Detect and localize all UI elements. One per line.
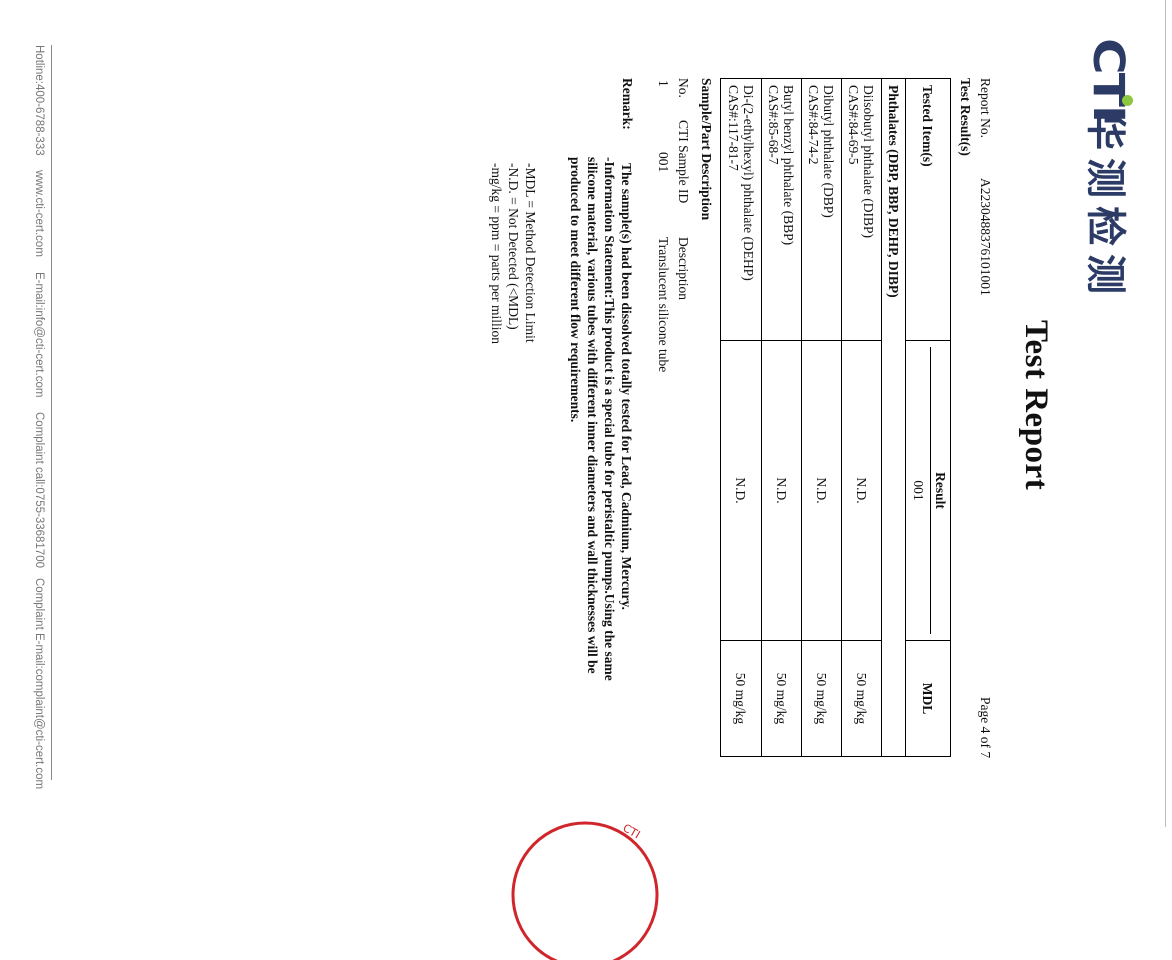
logo-dot [1122,95,1133,106]
header-result-label: Result [930,347,950,634]
group-label: Phthalates (DBP, BBP, DEHP, DIBP) [881,78,906,757]
mdl-cell: 50 mg/kg [801,640,842,757]
item-name: Butyl benzyl phthalate (BBP) [781,85,797,246]
report-no-label: Report No. [978,78,993,138]
mdl-cell: 50 mg/kg [761,640,802,757]
result-cell: N.D. [720,340,762,641]
mdl-cell: 50 mg/kg [720,640,762,757]
definition-nd: -N.D. = Not Detected (<MDL) [506,163,521,330]
table-header-row: Tested Item(s) Result 001 MDL [905,78,951,757]
page-edge [1165,0,1166,827]
company-seal-stamp: CTI [511,821,659,960]
remark-line-1: The sample(s) had been dissolved totally… [619,163,634,610]
sample-id: 001 [656,152,671,173]
sample-desc: Translucent silicone tube [656,237,671,373]
sample-no: 1 [656,80,671,87]
table-row: Diisobutyl phthalate (DIBP) CAS#:84-69-5 … [841,78,882,757]
logo-chinese: 华测检测 [1082,110,1128,302]
item-name: Dibutyl phthalate (DBP) [821,85,837,218]
header-tested-items: Tested Item(s) [905,78,951,341]
tested-item: Dibutyl phthalate (DBP) CAS#:84-74-2 [801,78,842,341]
table-row: Dibutyl phthalate (DBP) CAS#:84-74-2 N.D.… [801,78,842,757]
header-result: Result 001 [905,340,951,641]
header-mdl: MDL [905,640,951,757]
result-cell: N.D. [841,340,882,641]
group-row: Phthalates (DBP, BBP, DEHP, DIBP) [881,78,906,757]
tested-item: Diisobutyl phthalate (DIBP) CAS#:84-69-5 [841,78,882,341]
footer-email: E-mail:info@cti-cert.com [33,272,45,398]
sample-header-id: CTI Sample ID [676,120,691,204]
item-cas: CAS#:84-69-5 [846,85,862,165]
page-indicator: Page 4 of 7 [978,697,993,759]
footer-complaint-email: Complaint E-mail:complaint@cti-cert.com [33,578,45,790]
footer-hotline: Hotline:400-6788-333 [33,45,45,156]
tested-item: Butyl benzyl phthalate (BBP) CAS#:85-68-7 [761,78,802,341]
logo-latin: CTI [1083,38,1134,122]
sample-heading: Sample/Part Description [699,78,714,221]
item-name: Diisobutyl phthalate (DIBP) [861,85,877,238]
definition-mdl: -MDL = Method Detection Limit [523,163,538,343]
table-row: Di-(2-ethylhexyl) phthalate (DEHP) CAS#:1… [720,78,762,757]
results-table: Tested Item(s) Result 001 MDL Phthalates… [720,78,951,757]
table-row: Butyl benzyl phthalate (BBP) CAS#:85-68-7… [761,78,802,757]
report-no: A2230488376101001 [978,178,993,296]
result-cell: N.D. [801,340,842,641]
item-name: Di-(2-ethylhexyl) phthalate (DEHP) [741,85,756,281]
footer-divider [51,45,52,780]
report-page: CTI 华测检测 Test Report Page 4 of 7 Report … [33,0,1166,960]
remark-label: Remark: [620,78,635,130]
seal-ring [511,821,659,960]
sample-header-desc: Description [676,237,691,300]
remark-text: The sample(s) had been dissolved totally… [567,157,635,703]
test-results-heading: Test Result(s) [958,78,973,156]
definition-mgkg: -mg/kg = ppm = parts per million [489,163,504,344]
sample-header-no: No. [676,78,691,98]
item-cas: CAS#:85-68-7 [766,85,782,165]
remark-line-2: -Information Statement:This product is a… [568,157,617,681]
mdl-cell: 50 mg/kg [841,640,882,757]
seal-text: CTI [621,821,643,841]
item-cas: CAS#:84-74-2 [806,85,822,165]
page-title: Test Report [1018,320,1054,491]
footer-complaint-call: Complaint call:0755-33681700 [33,412,45,568]
item-cas: CAS#:117-81-7 [726,85,741,171]
tested-item: Di-(2-ethylhexyl) phthalate (DEHP) CAS#:1… [720,78,762,341]
result-cell: N.D. [761,340,802,641]
footer-website: www.cti-cert.com [33,170,45,257]
header-sample-id: 001 [911,480,926,501]
